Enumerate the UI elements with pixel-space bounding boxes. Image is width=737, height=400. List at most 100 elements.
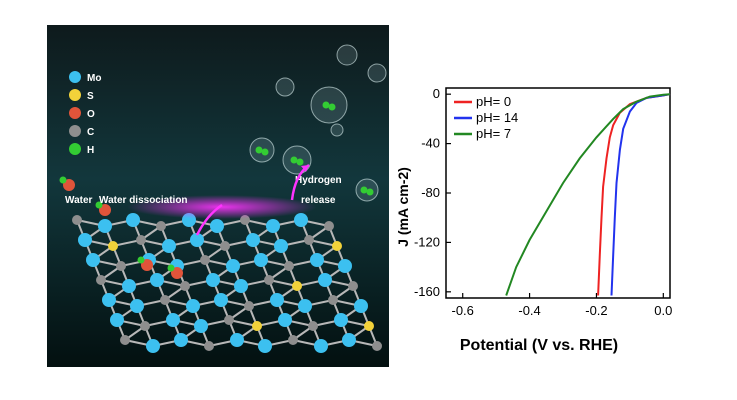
lattice-atom xyxy=(174,333,188,347)
lattice-atom xyxy=(206,273,220,287)
lattice-atom xyxy=(200,255,210,265)
lattice-atom xyxy=(372,341,382,351)
lattice-atom xyxy=(116,261,126,271)
lattice-atom xyxy=(210,219,224,233)
release-arrow-head xyxy=(301,165,309,172)
lattice-atom xyxy=(122,279,136,293)
lattice-atom xyxy=(270,293,284,307)
lattice-atom xyxy=(266,219,280,233)
lattice-atom xyxy=(338,259,352,273)
h2-atom xyxy=(290,156,298,164)
y-axis-label: J (mA cm-2) xyxy=(395,167,411,247)
h2-atom xyxy=(360,186,368,194)
bubble xyxy=(367,63,387,83)
lattice-atom xyxy=(226,259,240,273)
lattice-atom xyxy=(126,213,140,227)
lattice-atom xyxy=(288,335,298,345)
axis-ticks: -0.6 -0.4 -0.2 0.0 0 -40 -80 -120 -160 xyxy=(414,86,672,318)
lattice-atom xyxy=(162,239,176,253)
hydrogen-atom xyxy=(167,264,175,272)
oxygen-atom xyxy=(171,267,183,279)
lattice-atom xyxy=(334,313,348,327)
lattice-atom xyxy=(86,253,100,267)
lattice-atom xyxy=(354,299,368,313)
lattice-atom xyxy=(264,275,274,285)
lattice-atom xyxy=(304,235,314,245)
series-line-ph-14 xyxy=(610,93,671,296)
lattice-atom xyxy=(146,339,160,353)
lattice-atom xyxy=(252,321,262,331)
lattice-atom xyxy=(140,321,150,331)
lattice-atom xyxy=(166,313,180,327)
bubble xyxy=(330,123,344,137)
lattice-atom xyxy=(136,235,146,245)
legend-atom-o-icon xyxy=(69,107,81,119)
oxygen-atom xyxy=(141,259,153,271)
x-tick-label: 0.0 xyxy=(654,303,672,318)
lattice-atom xyxy=(318,273,332,287)
lattice-atom xyxy=(224,315,234,325)
series-line-ph-7 xyxy=(505,93,671,296)
lattice-atom xyxy=(110,313,124,327)
dissociation-arrow xyxy=(195,203,223,236)
y-tick-label: 0 xyxy=(433,86,440,101)
lattice-atom xyxy=(120,335,130,345)
lattice-atom xyxy=(220,241,230,251)
oxygen-atom xyxy=(63,179,75,191)
legend-atom-c-icon xyxy=(69,125,81,137)
lattice-atom xyxy=(190,233,204,247)
lattice-atom xyxy=(150,273,164,287)
lattice-atom xyxy=(332,241,342,251)
lattice-atom xyxy=(328,295,338,305)
hydrogen-label: Hydrogen xyxy=(295,175,342,186)
lattice-atom xyxy=(342,333,356,347)
series-lines xyxy=(505,93,671,296)
crystal-lattice xyxy=(59,176,382,353)
lattice-atom xyxy=(186,299,200,313)
lattice-atom xyxy=(310,253,324,267)
lattice-atom xyxy=(274,239,288,253)
lattice-atom xyxy=(108,241,118,251)
bubble xyxy=(275,77,295,97)
h2-atom xyxy=(322,101,330,109)
lattice-atom xyxy=(96,275,106,285)
y-tick-label: -80 xyxy=(421,185,440,200)
legend-label: pH= 0 xyxy=(476,94,511,109)
lattice-atom xyxy=(284,261,294,271)
legend-atom-label: C xyxy=(87,127,94,138)
release-label: release xyxy=(301,195,336,206)
lattice-atom xyxy=(234,279,248,293)
x-tick-label: -0.6 xyxy=(452,303,474,318)
lattice-atom xyxy=(278,313,292,327)
lattice-atom xyxy=(98,219,112,233)
lattice-atom xyxy=(246,233,260,247)
lattice-atom xyxy=(214,293,228,307)
lattice-atom xyxy=(324,221,334,231)
hydrogen-atom xyxy=(95,201,103,209)
lattice-atom xyxy=(298,299,312,313)
lattice-atom xyxy=(230,333,244,347)
lattice-atom xyxy=(254,253,268,267)
lattice-atom xyxy=(314,339,328,353)
lattice-atom xyxy=(102,293,116,307)
h2-atom xyxy=(328,103,336,111)
y-tick-label: -120 xyxy=(414,234,440,249)
legend-atom-label: Mo xyxy=(87,73,101,84)
lattice-atom xyxy=(156,221,166,231)
lattice-atom xyxy=(348,281,358,291)
lattice-atom xyxy=(160,295,170,305)
legend-atom-h-icon xyxy=(69,143,81,155)
h2-atom xyxy=(261,148,269,156)
lattice-atom xyxy=(72,215,82,225)
legend-atom-label: H xyxy=(87,145,94,156)
legend-label: pH= 7 xyxy=(476,126,511,141)
h2-atom xyxy=(255,146,263,154)
lattice-atom xyxy=(244,301,254,311)
lattice-atom xyxy=(194,319,208,333)
lattice-atom xyxy=(308,321,318,331)
lattice-atom xyxy=(294,213,308,227)
x-tick-label: -0.4 xyxy=(518,303,540,318)
h2-atom xyxy=(296,158,304,166)
water-label: Water xyxy=(65,195,93,206)
